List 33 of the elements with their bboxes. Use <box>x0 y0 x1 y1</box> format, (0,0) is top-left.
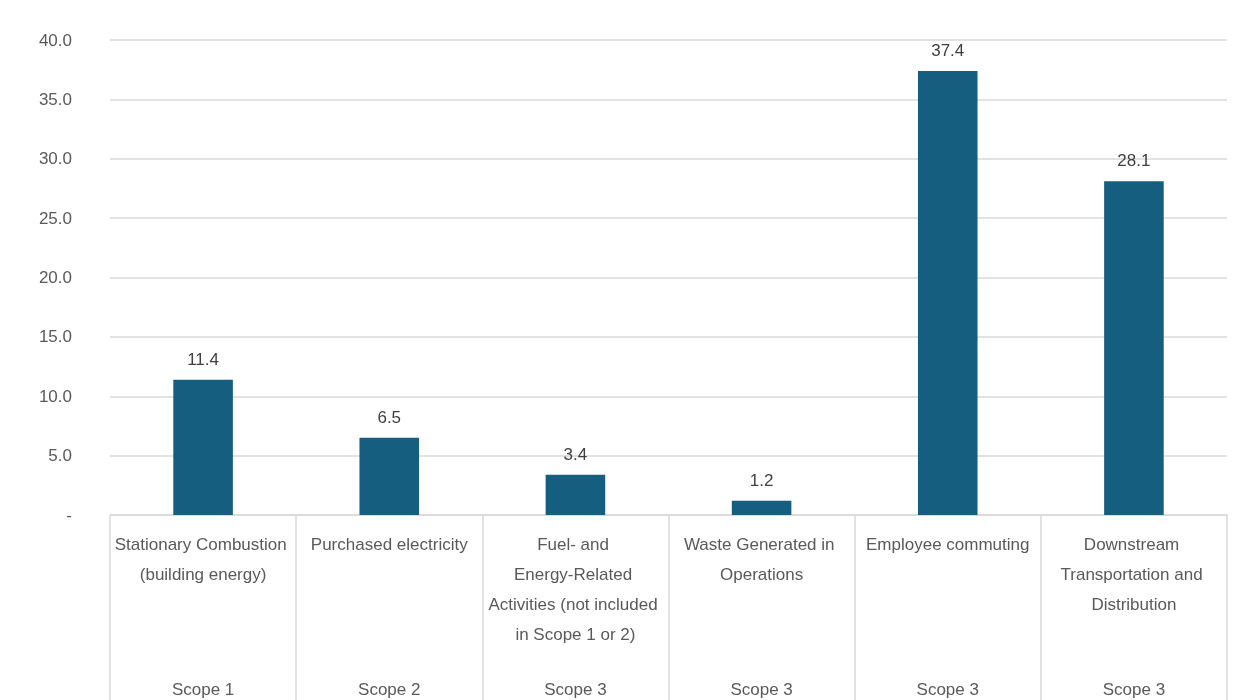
bar <box>917 70 978 515</box>
text: Scope 3 <box>730 680 793 699</box>
data-label: 3.4 <box>563 444 588 464</box>
x-tick-label: Stationary Combustion (building energy) <box>114 534 292 584</box>
data-label: 28.1 <box>1117 151 1151 171</box>
text: Scope 2 <box>358 680 421 699</box>
y-tick-label: 25.0 <box>38 208 72 228</box>
y-tick-label: 35.0 <box>38 89 72 109</box>
text: Scope 3 <box>544 680 607 699</box>
x-tick-label: Downstream Transportation and Distribution <box>1060 534 1208 614</box>
text: Scope 3 <box>916 680 979 699</box>
x-tick-label: Employee commuting <box>866 534 1030 554</box>
x-tick-label: Waste Generated in Operations <box>683 534 840 584</box>
text: Scope 1 <box>171 680 235 699</box>
bar <box>1104 181 1164 515</box>
y-tick-label: - <box>66 505 72 525</box>
bar <box>173 379 233 515</box>
x-tick-label: Fuel- and Energy-Related Activities (not included in Scope 1 or 2) <box>488 534 663 644</box>
bar <box>731 500 792 515</box>
y-tick-label: 30.0 <box>38 149 72 169</box>
data-label: 11.4 <box>187 349 219 369</box>
bar <box>545 474 606 515</box>
y-tick-label: 40.0 <box>38 30 72 50</box>
data-label: 1.2 <box>749 470 774 490</box>
y-tick-label: 5.0 <box>48 446 72 466</box>
y-tick-label: 15.0 <box>38 327 72 347</box>
text: Scope 3 <box>1102 680 1166 699</box>
data-label: 6.5 <box>377 407 402 427</box>
y-tick-label: 10.0 <box>38 386 72 406</box>
bar <box>359 437 420 515</box>
data-label: 37.4 <box>931 40 965 60</box>
y-tick-label: 20.0 <box>38 268 72 287</box>
x-tick-label: Purchased electricity <box>310 534 469 554</box>
